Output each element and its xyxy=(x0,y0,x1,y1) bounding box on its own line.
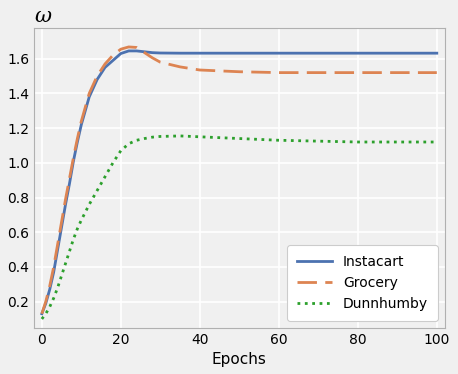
Dunnhumby xyxy=(59,273,64,278)
Dunnhumby xyxy=(63,261,68,266)
Grocery xyxy=(39,312,44,316)
Instacart xyxy=(355,51,360,55)
Grocery xyxy=(59,220,64,224)
Dunnhumby xyxy=(177,134,183,138)
Grocery xyxy=(118,47,124,52)
Dunnhumby xyxy=(87,202,92,207)
Dunnhumby xyxy=(316,139,321,143)
Grocery xyxy=(110,53,116,58)
Dunnhumby xyxy=(197,135,202,139)
Grocery xyxy=(47,284,53,288)
Instacart xyxy=(87,95,92,99)
Grocery xyxy=(67,176,72,181)
Instacart xyxy=(71,159,76,163)
Dunnhumby xyxy=(51,296,56,300)
Instacart xyxy=(434,51,440,55)
Instacart xyxy=(316,51,321,55)
Dunnhumby xyxy=(94,188,100,193)
Grocery xyxy=(79,119,84,123)
Instacart xyxy=(118,51,124,56)
Dunnhumby xyxy=(126,141,131,146)
Grocery xyxy=(276,70,282,75)
Instacart xyxy=(158,51,163,55)
Instacart xyxy=(126,49,131,53)
Grocery xyxy=(102,62,108,66)
Instacart xyxy=(79,122,84,127)
Instacart xyxy=(276,51,282,55)
Grocery xyxy=(158,60,163,64)
Instacart xyxy=(39,312,44,316)
Grocery xyxy=(75,136,80,141)
Grocery xyxy=(150,56,155,60)
Dunnhumby xyxy=(75,227,80,231)
Grocery xyxy=(94,74,100,78)
Dunnhumby xyxy=(110,160,116,165)
X-axis label: Epochs: Epochs xyxy=(212,352,267,367)
Instacart xyxy=(51,270,56,275)
Instacart xyxy=(59,225,64,229)
Line: Dunnhumby: Dunnhumby xyxy=(42,136,437,319)
Grocery xyxy=(142,50,147,55)
Instacart xyxy=(237,51,242,55)
Dunnhumby xyxy=(158,134,163,139)
Grocery xyxy=(55,242,60,246)
Dunnhumby xyxy=(142,136,147,141)
Dunnhumby xyxy=(67,249,72,254)
Dunnhumby xyxy=(79,218,84,222)
Dunnhumby xyxy=(43,312,49,316)
Grocery xyxy=(237,70,242,74)
Dunnhumby xyxy=(39,317,44,321)
Grocery xyxy=(197,68,202,72)
Grocery xyxy=(134,45,139,50)
Instacart xyxy=(63,202,68,207)
Grocery xyxy=(177,65,183,69)
Instacart xyxy=(67,181,72,186)
Grocery xyxy=(63,197,68,202)
Grocery xyxy=(71,155,76,160)
Dunnhumby xyxy=(394,140,400,144)
Grocery xyxy=(316,70,321,75)
Instacart xyxy=(94,77,100,82)
Instacart xyxy=(47,287,53,292)
Instacart xyxy=(394,51,400,55)
Dunnhumby xyxy=(55,285,60,290)
Instacart xyxy=(110,58,116,63)
Line: Grocery: Grocery xyxy=(42,47,437,314)
Grocery xyxy=(126,45,131,49)
Grocery xyxy=(51,265,56,269)
Grocery xyxy=(434,70,440,75)
Instacart xyxy=(134,49,139,53)
Instacart xyxy=(177,51,183,55)
Grocery xyxy=(355,70,360,75)
Dunnhumby xyxy=(118,148,124,153)
Line: Instacart: Instacart xyxy=(42,51,437,314)
Dunnhumby xyxy=(237,136,242,141)
Instacart xyxy=(150,50,155,55)
Text: ω: ω xyxy=(34,7,51,26)
Dunnhumby xyxy=(150,135,155,140)
Grocery xyxy=(87,91,92,96)
Grocery xyxy=(394,70,400,75)
Instacart xyxy=(102,65,108,70)
Dunnhumby xyxy=(47,304,53,309)
Dunnhumby xyxy=(71,237,76,241)
Instacart xyxy=(55,247,60,252)
Instacart xyxy=(43,301,49,306)
Grocery xyxy=(43,299,49,304)
Dunnhumby xyxy=(355,140,360,144)
Dunnhumby xyxy=(102,174,108,179)
Legend: Instacart, Grocery, Dunnhumby: Instacart, Grocery, Dunnhumby xyxy=(287,245,438,321)
Instacart xyxy=(142,49,147,54)
Instacart xyxy=(75,140,80,144)
Dunnhumby xyxy=(434,140,440,144)
Dunnhumby xyxy=(276,138,282,142)
Dunnhumby xyxy=(134,138,139,142)
Instacart xyxy=(197,51,202,55)
